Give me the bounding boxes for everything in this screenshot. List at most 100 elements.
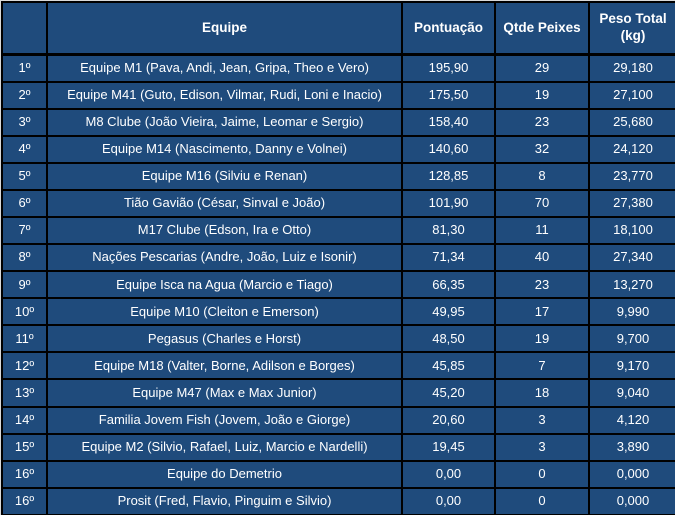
score-cell[interactable]: 19,45 — [401, 432, 496, 462]
table-row[interactable]: 7º M17 Clube (Edson, Ira e Otto) 81,30 1… — [1, 215, 675, 246]
score-cell[interactable]: 195,90 — [401, 53, 496, 83]
team-cell[interactable]: M8 Clube (João Vieira, Jaime, Leomar e S… — [46, 107, 403, 137]
rank-cell[interactable]: 7º — [1, 215, 48, 246]
rank-cell[interactable]: 5º — [1, 161, 48, 191]
rank-cell[interactable]: 10º — [1, 297, 48, 327]
rank-cell[interactable]: 8º — [1, 243, 48, 273]
weight-cell[interactable]: 9,990 — [588, 297, 675, 327]
score-cell[interactable]: 48,50 — [401, 324, 496, 354]
table-row[interactable]: 10º Equipe M10 (Cleiton e Emerson) 49,95… — [1, 297, 675, 327]
table-row[interactable]: 11º Pegasus (Charles e Horst) 48,50 19 9… — [1, 324, 675, 354]
score-cell[interactable]: 101,90 — [401, 188, 496, 218]
fish-count-cell[interactable]: 19 — [494, 324, 590, 354]
fish-count-cell[interactable]: 11 — [494, 215, 590, 246]
weight-cell[interactable]: 24,120 — [588, 134, 675, 164]
score-cell[interactable]: 49,95 — [401, 297, 496, 327]
weight-cell[interactable]: 9,040 — [588, 378, 675, 408]
rank-cell[interactable]: 6º — [1, 188, 48, 218]
rank-cell[interactable]: 1º — [1, 53, 48, 83]
table-row[interactable]: 4º Equipe M14 (Nascimento, Danny e Volne… — [1, 134, 675, 164]
rank-cell[interactable]: 2º — [1, 80, 48, 110]
rank-cell[interactable]: 16º — [1, 486, 48, 515]
table-row[interactable]: 2º Equipe M41 (Guto, Edison, Vilmar, Rud… — [1, 80, 675, 110]
table-row[interactable]: 6º Tião Gavião (César, Sinval e João) 10… — [1, 188, 675, 218]
fish-count-cell[interactable]: 70 — [494, 188, 590, 218]
weight-cell[interactable]: 25,680 — [588, 107, 675, 137]
score-cell[interactable]: 71,34 — [401, 243, 496, 273]
team-cell[interactable]: Equipe do Demetrio — [46, 459, 403, 489]
weight-cell[interactable]: 9,700 — [588, 324, 675, 354]
fish-count-cell[interactable]: 23 — [494, 107, 590, 137]
fish-count-cell[interactable]: 29 — [494, 53, 590, 83]
rank-cell[interactable]: 13º — [1, 378, 48, 408]
fish-count-cell[interactable]: 7 — [494, 351, 590, 381]
rank-cell[interactable]: 16º — [1, 459, 48, 489]
team-cell[interactable]: Equipe M18 (Valter, Borne, Adilson e Bor… — [46, 351, 403, 381]
fish-count-cell[interactable]: 23 — [494, 270, 590, 300]
score-cell[interactable]: 81,30 — [401, 215, 496, 246]
rank-cell[interactable]: 9º — [1, 270, 48, 300]
table-row[interactable]: 14º Familia Jovem Fish (Jovem, João e Gi… — [1, 405, 675, 435]
weight-cell[interactable]: 9,170 — [588, 351, 675, 381]
team-cell[interactable]: Familia Jovem Fish (Jovem, João e Giorge… — [46, 405, 403, 435]
score-cell[interactable]: 0,00 — [401, 459, 496, 489]
weight-cell[interactable]: 27,100 — [588, 80, 675, 110]
rank-cell[interactable]: 4º — [1, 134, 48, 164]
score-cell[interactable]: 158,40 — [401, 107, 496, 137]
team-cell[interactable]: M17 Clube (Edson, Ira e Otto) — [46, 215, 403, 246]
score-cell[interactable]: 140,60 — [401, 134, 496, 164]
weight-cell[interactable]: 0,000 — [588, 459, 675, 489]
team-cell[interactable]: Prosit (Fred, Flavio, Pinguim e Silvio) — [46, 486, 403, 515]
fish-count-cell[interactable]: 3 — [494, 405, 590, 435]
table-row[interactable]: 1º Equipe M1 (Pava, Andi, Jean, Gripa, T… — [1, 53, 675, 83]
team-cell[interactable]: Equipe M14 (Nascimento, Danny e Volnei) — [46, 134, 403, 164]
weight-cell[interactable]: 29,180 — [588, 53, 675, 83]
weight-cell[interactable]: 4,120 — [588, 405, 675, 435]
team-cell[interactable]: Equipe M10 (Cleiton e Emerson) — [46, 297, 403, 327]
team-cell[interactable]: Equipe M41 (Guto, Edison, Vilmar, Rudi, … — [46, 80, 403, 110]
fish-count-cell[interactable]: 3 — [494, 432, 590, 462]
weight-cell[interactable]: 0,000 — [588, 486, 675, 515]
fish-count-cell[interactable]: 40 — [494, 243, 590, 273]
team-cell[interactable]: Equipe M2 (Silvio, Rafael, Luiz, Marcio … — [46, 432, 403, 462]
team-cell[interactable]: Equipe M16 (Silviu e Renan) — [46, 161, 403, 191]
score-cell[interactable]: 45,20 — [401, 378, 496, 408]
table-row[interactable]: 13º Equipe M47 (Max e Max Junior) 45,20 … — [1, 378, 675, 408]
rank-cell[interactable]: 15º — [1, 432, 48, 462]
fish-count-cell[interactable]: 0 — [494, 459, 590, 489]
score-cell[interactable]: 20,60 — [401, 405, 496, 435]
rank-cell[interactable]: 12º — [1, 351, 48, 381]
score-cell[interactable]: 175,50 — [401, 80, 496, 110]
fish-count-cell[interactable]: 32 — [494, 134, 590, 164]
team-cell[interactable]: Tião Gavião (César, Sinval e João) — [46, 188, 403, 218]
rank-cell[interactable]: 14º — [1, 405, 48, 435]
table-row[interactable]: 16º Equipe do Demetrio 0,00 0 0,000 — [1, 459, 675, 489]
score-cell[interactable]: 45,85 — [401, 351, 496, 381]
team-cell[interactable]: Nações Pescarias (Andre, João, Luiz e Is… — [46, 243, 403, 273]
table-row[interactable]: 12º Equipe M18 (Valter, Borne, Adilson e… — [1, 351, 675, 381]
weight-cell[interactable]: 27,340 — [588, 243, 675, 273]
weight-cell[interactable]: 23,770 — [588, 161, 675, 191]
weight-cell[interactable]: 27,380 — [588, 188, 675, 218]
table-row[interactable]: 3º M8 Clube (João Vieira, Jaime, Leomar … — [1, 107, 675, 137]
team-cell[interactable]: Equipe M47 (Max e Max Junior) — [46, 378, 403, 408]
fish-count-cell[interactable]: 8 — [494, 161, 590, 191]
fish-count-cell[interactable]: 17 — [494, 297, 590, 327]
score-cell[interactable]: 128,85 — [401, 161, 496, 191]
weight-cell[interactable]: 3,890 — [588, 432, 675, 462]
weight-cell[interactable]: 18,100 — [588, 215, 675, 246]
team-cell[interactable]: Equipe Isca na Agua (Marcio e Tiago) — [46, 270, 403, 300]
table-row[interactable]: 16º Prosit (Fred, Flavio, Pinguim e Silv… — [1, 486, 675, 515]
table-row[interactable]: 9º Equipe Isca na Agua (Marcio e Tiago) … — [1, 270, 675, 300]
weight-cell[interactable]: 13,270 — [588, 270, 675, 300]
table-row[interactable]: 8º Nações Pescarias (Andre, João, Luiz e… — [1, 243, 675, 273]
fish-count-cell[interactable]: 19 — [494, 80, 590, 110]
fish-count-cell[interactable]: 0 — [494, 486, 590, 515]
rank-cell[interactable]: 3º — [1, 107, 48, 137]
fish-count-cell[interactable]: 18 — [494, 378, 590, 408]
score-cell[interactable]: 66,35 — [401, 270, 496, 300]
team-cell[interactable]: Pegasus (Charles e Horst) — [46, 324, 403, 354]
score-cell[interactable]: 0,00 — [401, 486, 496, 515]
table-row[interactable]: 15º Equipe M2 (Silvio, Rafael, Luiz, Mar… — [1, 432, 675, 462]
rank-cell[interactable]: 11º — [1, 324, 48, 354]
